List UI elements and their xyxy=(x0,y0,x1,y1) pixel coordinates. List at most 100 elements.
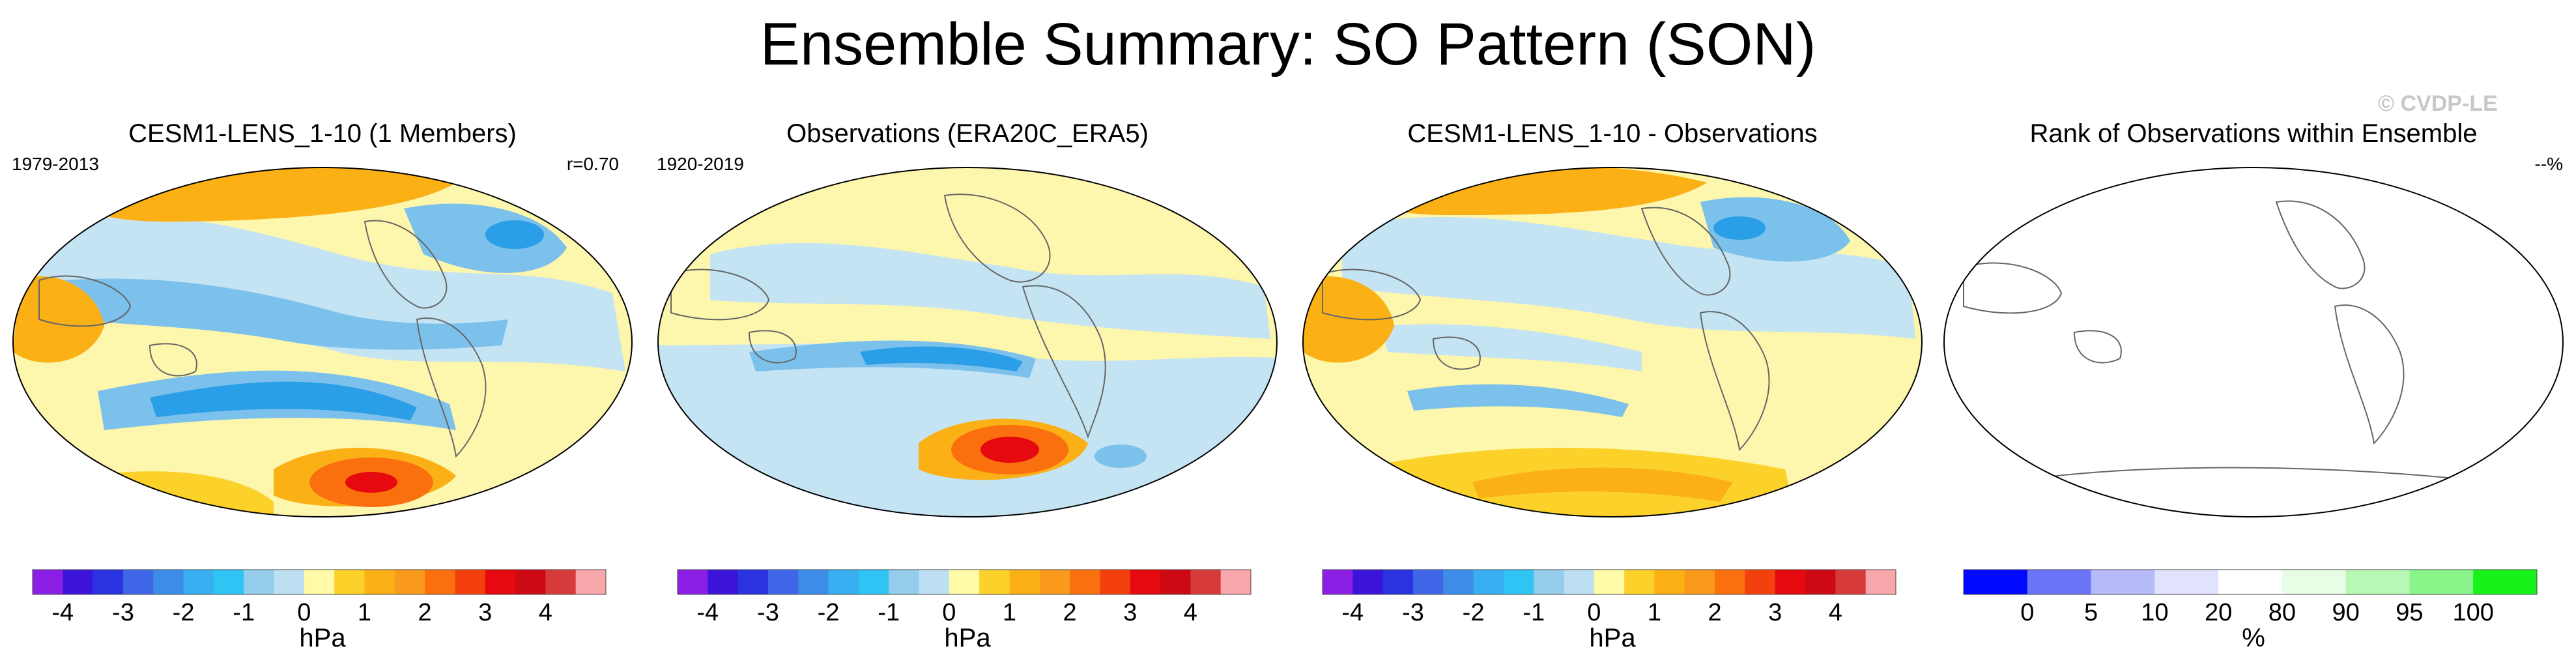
colorbar-swatch xyxy=(545,570,577,594)
colorbar-swatch xyxy=(858,570,889,594)
map-border xyxy=(1302,167,1923,517)
colorbar-tick-label: 100 xyxy=(2453,599,2494,623)
colorbar-tick-label: 2 xyxy=(1063,599,1077,623)
field-antarctic-high-core xyxy=(1472,467,1733,502)
colorbar-swatches xyxy=(32,569,607,595)
colorbar-swatch xyxy=(364,570,395,594)
colorbar-swatch xyxy=(2091,570,2155,594)
colorbar-ticks: -4 -3 -2 -1 0 1 2 3 4 xyxy=(1341,599,1842,623)
panel-cesm-pattern: CESM1-LENS_1-10 (1 Members) 1979-2013 r=… xyxy=(0,117,645,665)
field-southern-high-peak xyxy=(980,437,1039,463)
colorbar-tick-label: 3 xyxy=(1123,599,1137,623)
colorbar-swatch xyxy=(1412,570,1444,594)
coastline-north-america xyxy=(943,194,1051,283)
map-rank xyxy=(1943,167,2564,517)
colorbar-tick-label: 3 xyxy=(1768,599,1782,623)
colorbar-ticks: -4 -3 -2 -1 0 1 2 3 4 xyxy=(51,599,552,623)
colorbar-swatch xyxy=(1039,570,1070,594)
colorbar-tick-label: 5 xyxy=(2084,599,2098,623)
panel-difference: CESM1-LENS_1-10 - Observations -4 -3 -2 -1 0… xyxy=(1290,117,1935,665)
coastline-asia xyxy=(1322,269,1422,321)
colorbar-swatch xyxy=(274,570,305,594)
colorbar-swatch xyxy=(33,570,63,594)
map-border xyxy=(12,167,633,517)
colorbar-tick-label: -2 xyxy=(173,599,195,623)
colorbar-swatch xyxy=(394,570,425,594)
coastline-north-america xyxy=(1640,207,1731,296)
colorbar-ticks: 0 5 10 20 80 90 95 100 xyxy=(2020,599,2494,623)
colorbar-swatch xyxy=(1160,570,1191,594)
field-negative-band xyxy=(1342,216,1915,339)
field-tropical-negative xyxy=(1381,324,1642,371)
colorbar-tick-label: 1 xyxy=(1648,599,1661,623)
field-southern-trough xyxy=(1407,384,1629,417)
colorbar-swatch xyxy=(1534,570,1565,594)
colorbar-swatch xyxy=(122,570,154,594)
colorbar-border xyxy=(1963,569,2538,595)
colorbar-swatch xyxy=(979,570,1010,594)
colorbar-swatch xyxy=(1654,570,1685,594)
field-indian-ocean-high xyxy=(1303,276,1394,363)
colorbar-swatch xyxy=(1835,570,1867,594)
colorbar-tick-label: -3 xyxy=(757,599,779,623)
colorbar-swatch xyxy=(334,570,365,594)
map-observations-pattern xyxy=(657,167,1278,517)
colorbar-units: hPa xyxy=(299,624,346,652)
coastline-south-america xyxy=(1699,311,1770,452)
colorbar-tick-label: 0 xyxy=(2020,599,2034,623)
colorbar-units: hPa xyxy=(1589,624,1636,652)
colorbar-swatch xyxy=(1130,570,1161,594)
panel-period: 1979-2013 xyxy=(12,154,99,174)
colorbar-swatch xyxy=(1503,570,1534,594)
colorbar-tick-label: -1 xyxy=(233,599,255,623)
colorbar-swatch xyxy=(93,570,124,594)
coastline-north-america xyxy=(2275,200,2366,289)
colorbar-ticks: -4 -3 -2 -1 0 1 2 3 4 xyxy=(696,599,1197,623)
panel-title: Rank of Observations within Ensemble xyxy=(2029,119,2478,148)
colorbar-swatch xyxy=(1352,570,1384,594)
panel-period: 1920-2019 xyxy=(657,154,744,174)
colorbar-swatch xyxy=(2154,570,2219,594)
coastline-australia xyxy=(2073,330,2122,364)
colorbar-swatch xyxy=(1220,570,1252,594)
colorbar-tick-label: -1 xyxy=(1523,599,1545,623)
field-background xyxy=(1944,168,2563,517)
page-title: Ensemble Summary: SO Pattern (SON) xyxy=(760,11,1816,78)
colorbar-tick-label: 2 xyxy=(1708,599,1722,623)
colorbar-difference: -4 -3 -2 -1 0 1 2 3 4 xyxy=(1322,569,1896,623)
colorbar-tick-label: -4 xyxy=(51,599,74,623)
colorbar-swatch xyxy=(767,570,799,594)
map-cesm-pattern xyxy=(12,167,633,517)
colorbar-swatch xyxy=(304,570,335,594)
colorbar-swatch xyxy=(1775,570,1806,594)
panel-correlation: r=0.70 xyxy=(566,154,619,174)
panel-title: CESM1-LENS_1-10 - Observations xyxy=(1407,119,1818,148)
colorbar-swatch xyxy=(1564,570,1595,594)
map-border xyxy=(657,167,1278,517)
colorbar-tick-label: 90 xyxy=(2332,599,2360,623)
panel-title: Observations (ERA20C_ERA5) xyxy=(786,119,1149,148)
colorbar-swatch xyxy=(183,570,214,594)
colorbar-tick-label: -2 xyxy=(818,599,840,623)
colorbar-swatches xyxy=(1963,569,2538,595)
colorbar-tick-label: 95 xyxy=(2396,599,2423,623)
coastline-asia xyxy=(1963,262,2063,314)
colorbar-swatch xyxy=(2218,570,2283,594)
field-negative-band xyxy=(710,242,1270,339)
colorbar-swatch xyxy=(1323,570,1353,594)
panel-rank: Rank of Observations within Ensemble --%… xyxy=(1931,117,2576,665)
field-southern-trough-core xyxy=(860,346,1023,371)
colorbar-swatch xyxy=(1100,570,1131,594)
colorbar-tick-label: 4 xyxy=(539,599,552,623)
coastline-australia xyxy=(748,330,797,364)
colorbar-cesm-pattern: -4 -3 -2 -1 0 1 2 3 4 xyxy=(32,569,607,623)
colorbar-swatch xyxy=(1473,570,1504,594)
colorbar-tick-label: 10 xyxy=(2141,599,2168,623)
colorbar-swatch xyxy=(1624,570,1655,594)
colorbar-swatch xyxy=(678,570,708,594)
coastline-south-america xyxy=(416,317,487,458)
colorbar-swatch xyxy=(1745,570,1776,594)
colorbar-swatch xyxy=(737,570,769,594)
colorbar-border xyxy=(677,569,1252,595)
field-south-atlantic-low xyxy=(1095,444,1147,468)
